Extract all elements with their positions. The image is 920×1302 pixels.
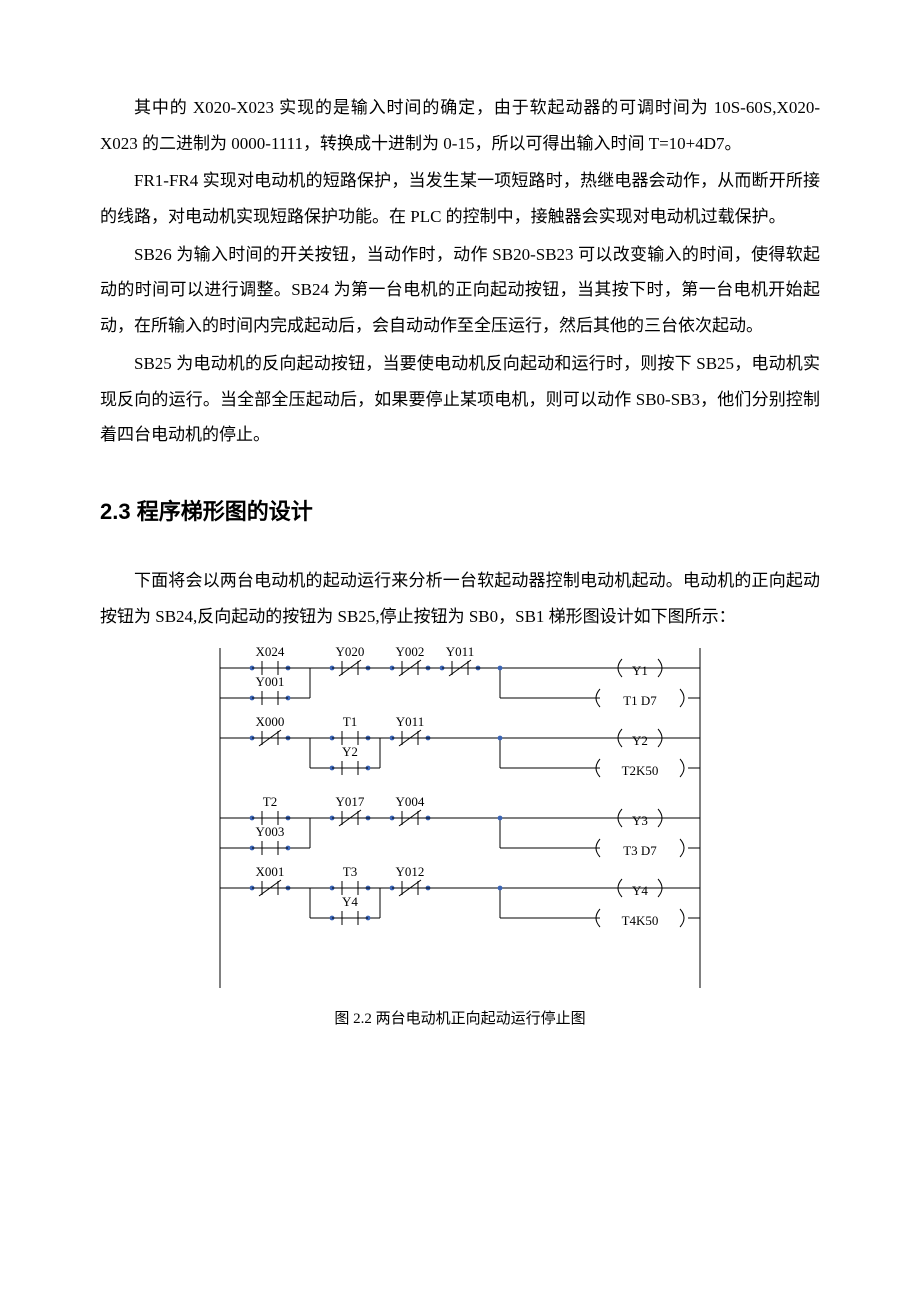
- svg-text:Y012: Y012: [396, 864, 425, 879]
- svg-text:T2: T2: [263, 794, 277, 809]
- ladder-diagram-container: X024 Y020 Y002 Y011 Y1 Y001 T1 D7 X000 T1 Y011 Y2 Y…: [100, 638, 820, 998]
- svg-text:T4K50: T4K50: [622, 913, 659, 928]
- svg-text:Y002: Y002: [396, 644, 425, 659]
- svg-text:T3: T3: [343, 864, 357, 879]
- figure-caption: 图 2.2 两台电动机正向起动运行停止图: [100, 1004, 820, 1036]
- svg-text:Y1: Y1: [632, 663, 648, 678]
- ladder-diagram: X024 Y020 Y002 Y011 Y1 Y001 T1 D7 X000 T1 Y011 Y2 Y…: [200, 638, 720, 998]
- section-heading: 2.3 程序梯形图的设计: [100, 489, 820, 535]
- svg-text:Y004: Y004: [396, 794, 425, 809]
- svg-text:Y3: Y3: [632, 813, 648, 828]
- svg-text:T1: T1: [343, 714, 357, 729]
- svg-text:T3 D7: T3 D7: [623, 843, 657, 858]
- svg-text:Y020: Y020: [336, 644, 365, 659]
- svg-text:Y001: Y001: [256, 674, 285, 689]
- svg-text:Y017: Y017: [336, 794, 365, 809]
- paragraph-5: 下面将会以两台电动机的起动运行来分析一台软起动器控制电动机起动。电动机的正向起动…: [100, 563, 820, 634]
- paragraph-1: 其中的 X020-X023 实现的是输入时间的确定，由于软起动器的可调时间为 1…: [100, 90, 820, 161]
- svg-text:Y4: Y4: [632, 883, 648, 898]
- paragraph-2: FR1-FR4 实现对电动机的短路保护，当发生某一项短路时，热继电器会动作，从而…: [100, 163, 820, 234]
- svg-text:Y011: Y011: [446, 644, 474, 659]
- svg-text:X001: X001: [256, 864, 285, 879]
- paragraph-4: SB25 为电动机的反向起动按钮，当要使电动机反向起动和运行时，则按下 SB25…: [100, 346, 820, 453]
- svg-text:Y2: Y2: [342, 744, 358, 759]
- paragraph-3: SB26 为输入时间的开关按钮，当动作时，动作 SB20-SB23 可以改变输入…: [100, 237, 820, 344]
- svg-text:Y003: Y003: [256, 824, 285, 839]
- svg-text:Y011: Y011: [396, 714, 424, 729]
- svg-text:Y2: Y2: [632, 733, 648, 748]
- svg-text:Y4: Y4: [342, 894, 358, 909]
- svg-text:X000: X000: [256, 714, 285, 729]
- svg-text:X024: X024: [256, 644, 285, 659]
- svg-text:T1 D7: T1 D7: [623, 693, 657, 708]
- svg-text:T2K50: T2K50: [622, 763, 659, 778]
